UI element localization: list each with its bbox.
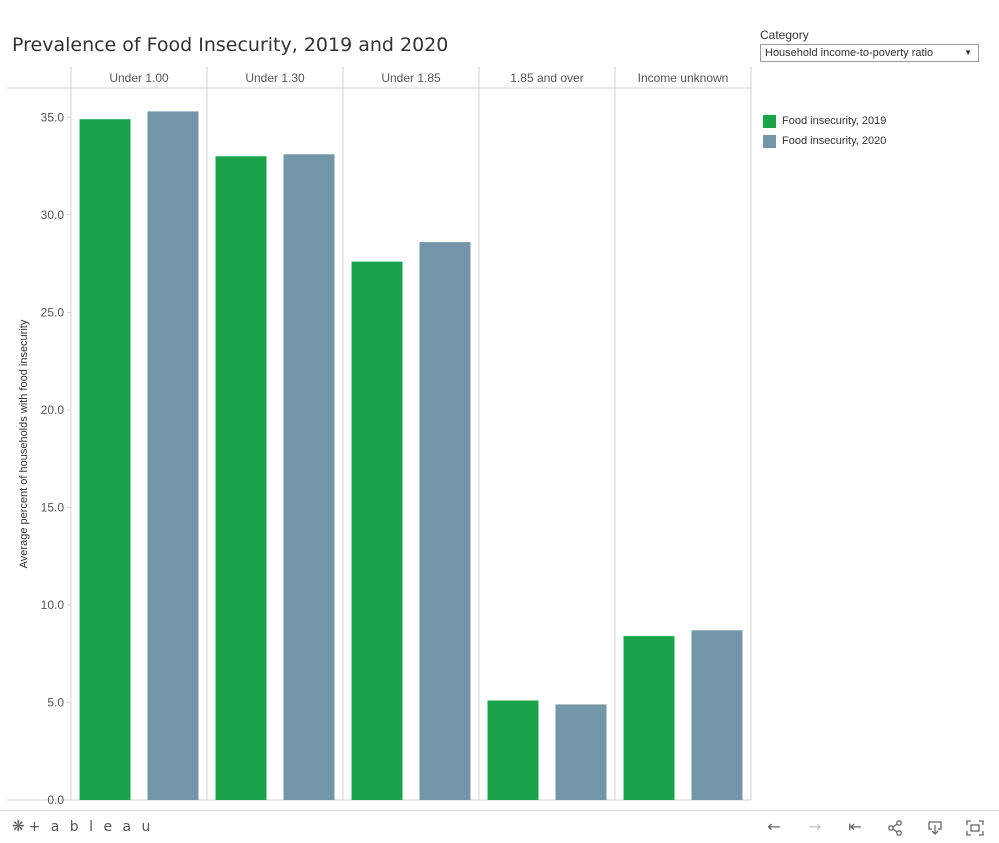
fullscreen-icon[interactable]: [963, 816, 987, 838]
bar-2020: [283, 154, 335, 800]
y-tick-label: 20.0: [41, 403, 65, 417]
revert-icon[interactable]: ⇤: [848, 817, 862, 836]
undo-arrow-icon[interactable]: ←: [767, 817, 781, 836]
y-tick-label: 25.0: [41, 305, 65, 319]
tableau-logo[interactable]: ❋ + a b l e a u: [12, 817, 153, 835]
download-icon[interactable]: [923, 816, 947, 838]
tableau-logo-text: + a b l e a u: [28, 819, 154, 835]
redo-arrow-icon[interactable]: →: [808, 817, 822, 836]
category-dropdown[interactable]: Household income-to-poverty ratio ▼: [760, 44, 979, 62]
category-label: Income unknown: [638, 71, 729, 85]
bar-2019: [215, 156, 267, 800]
category-label: Under 1.00: [109, 71, 169, 85]
share-icon[interactable]: [883, 816, 907, 838]
bar-2019: [351, 261, 403, 800]
category-dropdown-value: Household income-to-poverty ratio: [765, 47, 934, 59]
category-label: Under 1.30: [245, 71, 305, 85]
bar-2020: [147, 111, 199, 801]
y-tick-label: 5.0: [47, 695, 64, 709]
bar-2020: [419, 242, 471, 800]
legend-label-2019: Food insecurity, 2019: [782, 115, 887, 127]
bar-2020: [555, 704, 607, 800]
legend-item-2020[interactable]: Food insecurity, 2020: [763, 131, 886, 151]
y-tick-label: 35.0: [41, 110, 65, 124]
bar-2020: [691, 630, 743, 800]
bar-2019: [623, 636, 675, 800]
category-label: 1.85 and over: [510, 71, 583, 85]
y-tick-label: 0.0: [47, 793, 64, 807]
toolbar: ❋ + a b l e a u ← → ⇤: [0, 810, 999, 843]
tableau-logo-icon: ❋: [12, 817, 25, 835]
bar-chart: Under 1.00 Under 1.30 Under 1.85 1.85 and o…: [7, 67, 752, 807]
y-axis-title: Average percent of households with food …: [18, 319, 30, 568]
legend-swatch-2019: [763, 114, 776, 128]
y-tick-label: 30.0: [41, 208, 65, 222]
dropdown-arrow-icon: ▼: [964, 48, 972, 57]
category-label: Under 1.85: [381, 71, 441, 85]
legend: Food insecurity, 2019 Food insecurity, 2…: [763, 111, 886, 151]
filter-label: Category: [760, 28, 809, 42]
bar-2019: [487, 700, 539, 800]
legend-swatch-2020: [763, 134, 776, 148]
legend-label-2020: Food insecurity, 2020: [782, 135, 887, 147]
y-tick-label: 10.0: [41, 598, 65, 612]
bar-2019: [79, 119, 131, 801]
y-tick-label: 15.0: [41, 500, 65, 514]
chart-title: Prevalence of Food Insecurity, 2019 and …: [12, 34, 449, 56]
legend-item-2019[interactable]: Food insecurity, 2019: [763, 111, 886, 131]
